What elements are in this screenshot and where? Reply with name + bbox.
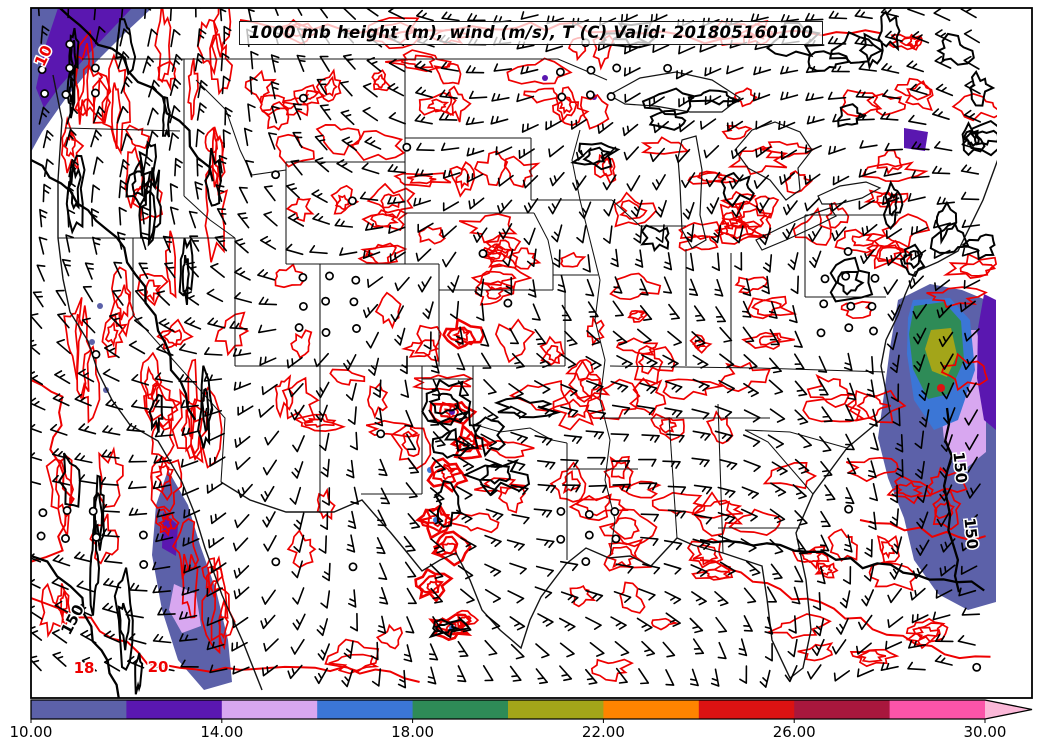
plot-title-box: 1000 mb height (m), wind (m/s), T (C) Va… (238, 21, 824, 45)
colorbar-tick-label: 18.00 (391, 723, 434, 741)
colorbar-tick-label: 26.00 (773, 723, 816, 741)
colorbar-tick-label: 30.00 (964, 723, 1007, 741)
map-frame (30, 7, 1033, 699)
plot-title: 1000 mb height (m), wind (m/s), T (C) Va… (248, 23, 814, 42)
colorbar-tick-label: 10.00 (10, 723, 53, 741)
wind-barbs-layer (31, 8, 982, 689)
contour-label: 150 (949, 451, 970, 484)
colorbar: 10.00 14.00 18.00 22.00 26.00 30.00 (10, 699, 1033, 741)
contour-label: 20 (148, 658, 169, 676)
colorbar-tick-label: 14.00 (200, 723, 243, 741)
height-contours-layer (31, 8, 997, 698)
contour-label: 18 (74, 659, 95, 677)
temperature-fill-layer (31, 8, 996, 690)
colorbar-tick-label: 22.00 (582, 723, 625, 741)
contour-label: 150 (960, 517, 981, 550)
